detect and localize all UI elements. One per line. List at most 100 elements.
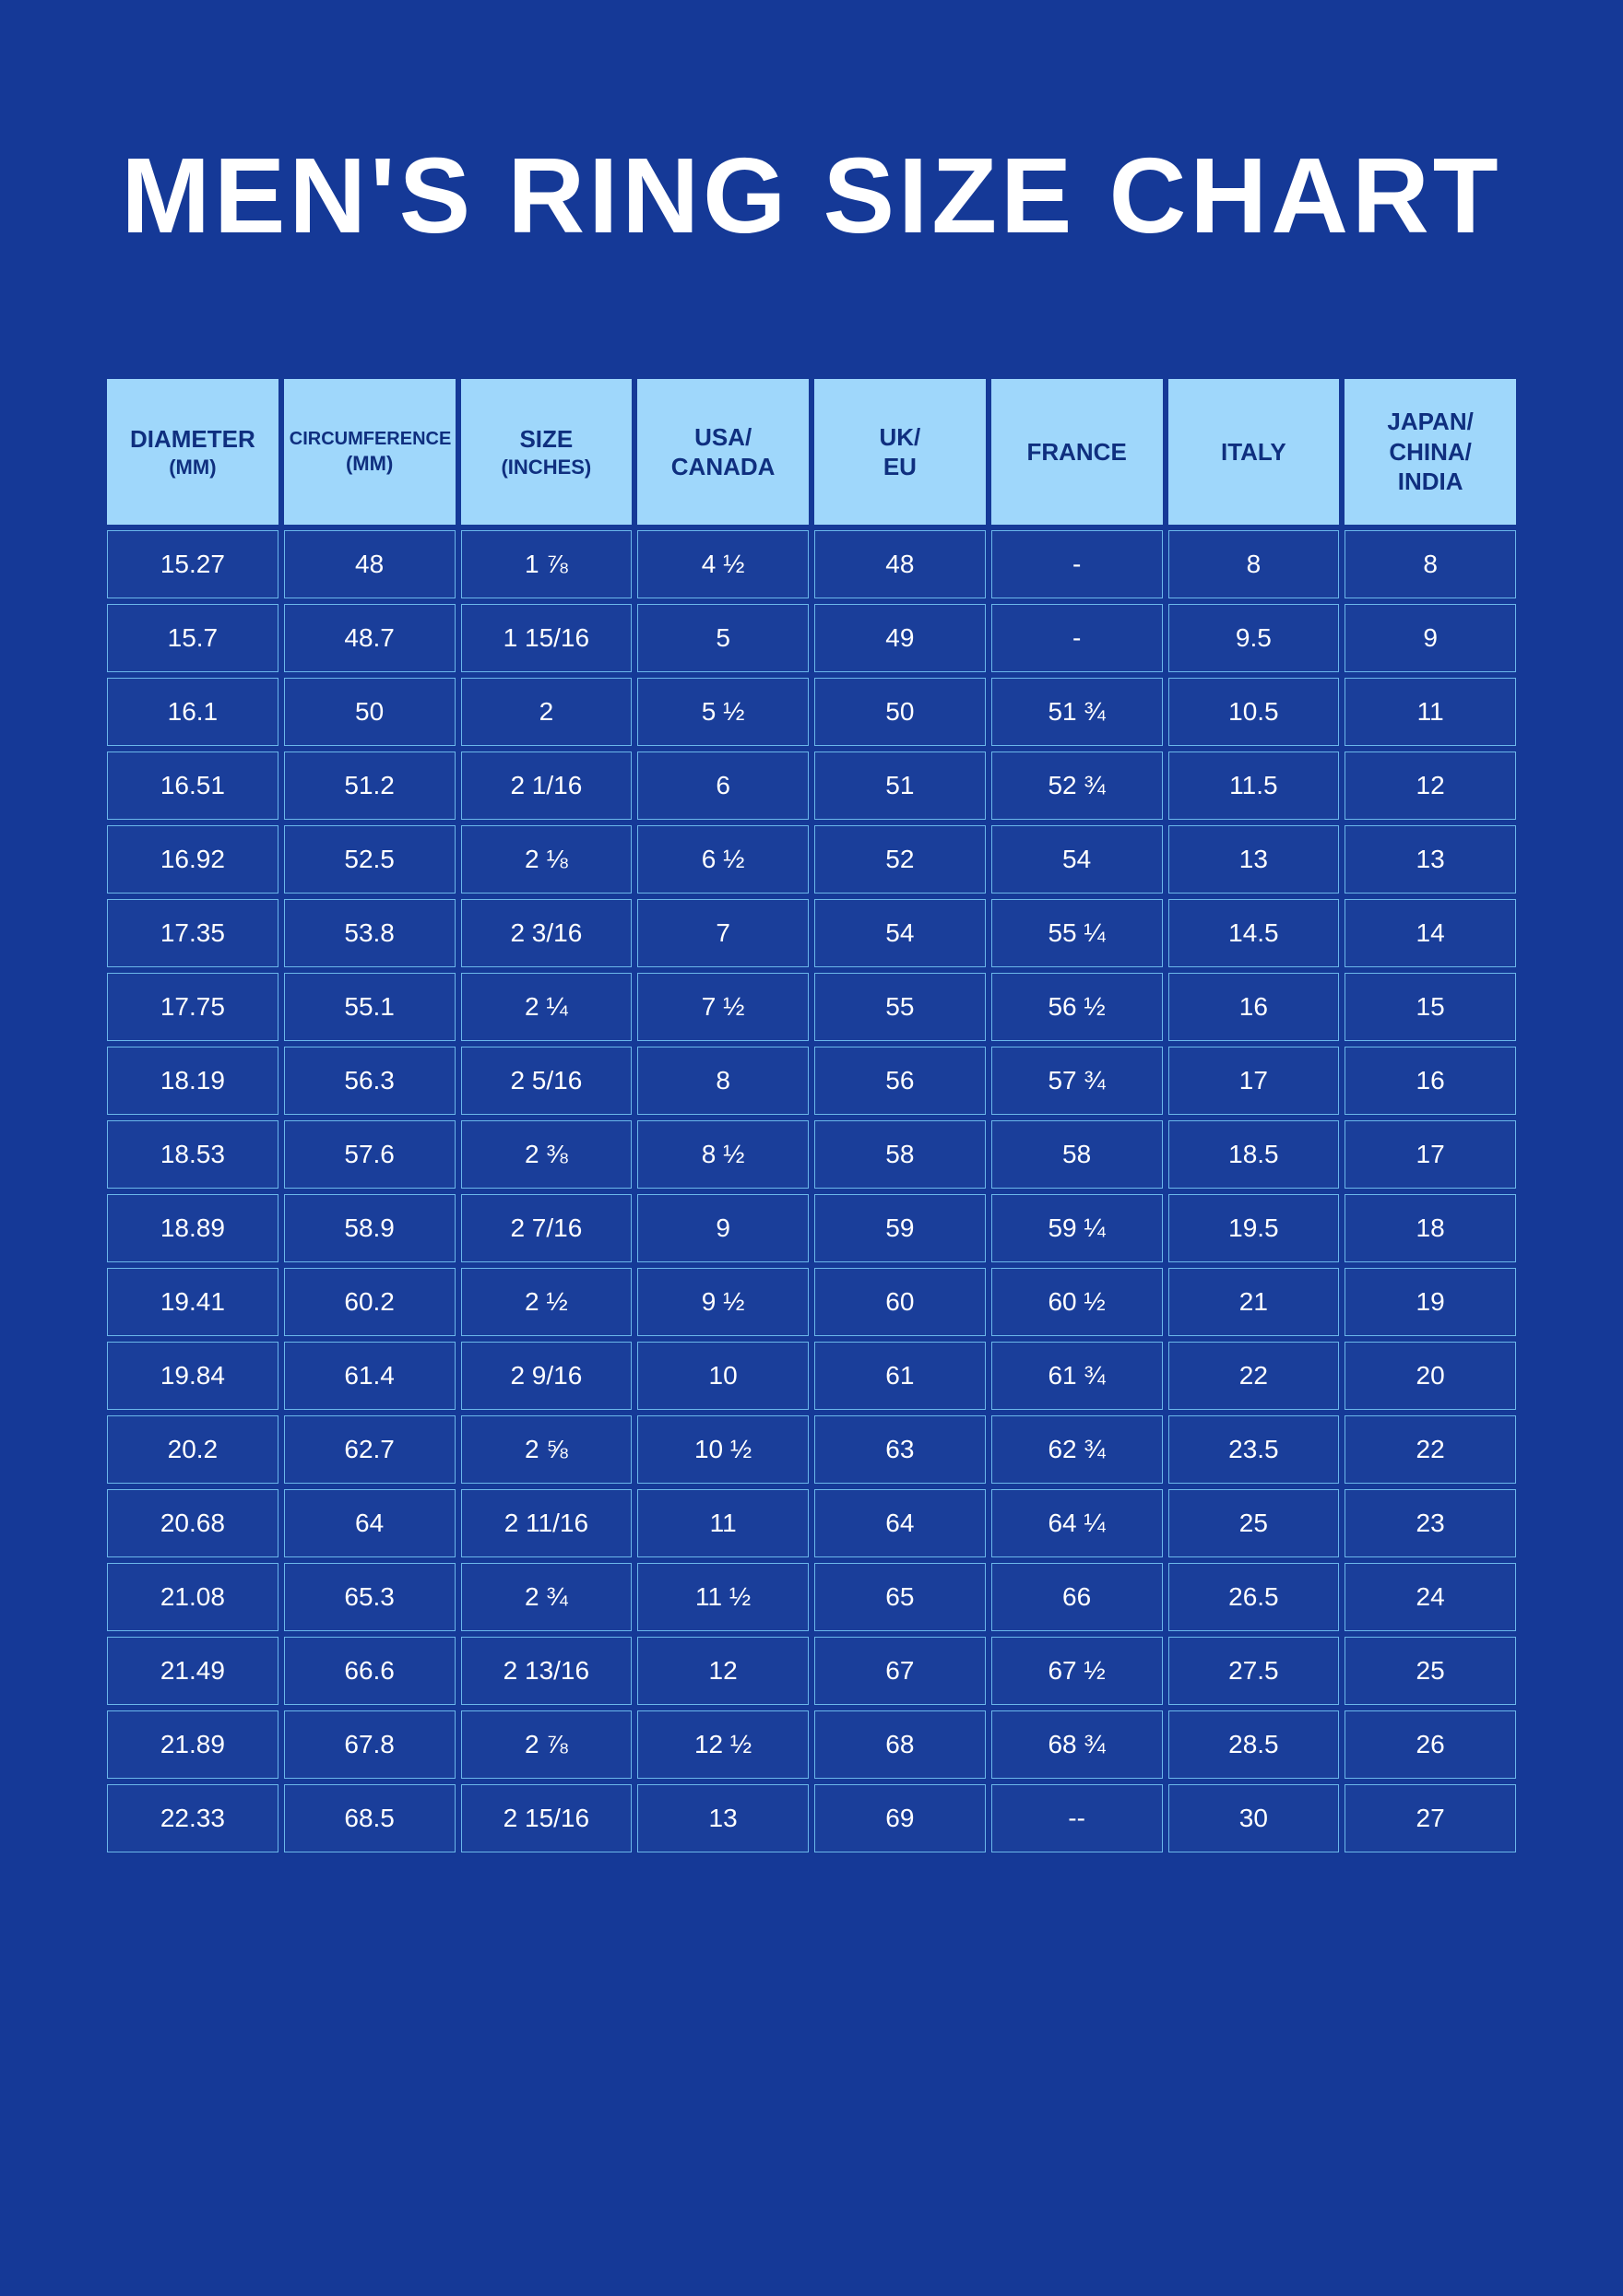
table-cell: 69 <box>814 1784 986 1852</box>
table-row: 20.68642 11/16116464 ¼2523 <box>107 1489 1516 1557</box>
table-cell: -- <box>991 1784 1163 1852</box>
table-cell: 67 ½ <box>991 1637 1163 1705</box>
table-cell: 15.7 <box>107 604 278 672</box>
table-cell: 28.5 <box>1168 1710 1340 1779</box>
table-cell: 65.3 <box>284 1563 456 1631</box>
table-cell: 2 13/16 <box>461 1637 633 1705</box>
table-row: 15.27481 ⅞4 ½48-88 <box>107 530 1516 598</box>
table-cell: 2 15/16 <box>461 1784 633 1852</box>
table-cell: 2 <box>461 678 633 746</box>
table-cell: 12 ½ <box>637 1710 809 1779</box>
table-cell: 2 ¾ <box>461 1563 633 1631</box>
table-cell: 17.75 <box>107 973 278 1041</box>
table-cell: 27.5 <box>1168 1637 1340 1705</box>
table-cell: 14 <box>1345 899 1516 967</box>
table-cell: 52.5 <box>284 825 456 894</box>
table-cell: 13 <box>1168 825 1340 894</box>
table-cell: 16.51 <box>107 752 278 820</box>
column-header: ITALY <box>1168 379 1340 525</box>
table-cell: 55 <box>814 973 986 1041</box>
table-row: 21.8967.82 ⅞12 ½6868 ¾28.526 <box>107 1710 1516 1779</box>
table-cell: 6 ½ <box>637 825 809 894</box>
table-row: 18.1956.32 5/1685657 ¾1716 <box>107 1047 1516 1115</box>
table-cell: 17 <box>1168 1047 1340 1115</box>
table-cell: 19.41 <box>107 1268 278 1336</box>
table-row: 18.5357.62 ⅜8 ½585818.517 <box>107 1120 1516 1189</box>
table-cell: 25 <box>1345 1637 1516 1705</box>
table-cell: 1 15/16 <box>461 604 633 672</box>
table-cell: 55.1 <box>284 973 456 1041</box>
table-cell: 67.8 <box>284 1710 456 1779</box>
table-cell: 61 ¾ <box>991 1342 1163 1410</box>
table-cell: 19.84 <box>107 1342 278 1410</box>
table-cell: 21.89 <box>107 1710 278 1779</box>
table-cell: 48 <box>814 530 986 598</box>
table-cell: 1 ⅞ <box>461 530 633 598</box>
table-row: 16.9252.52 ⅛6 ½52541313 <box>107 825 1516 894</box>
table-cell: 2 ⅛ <box>461 825 633 894</box>
table-cell: 2 3/16 <box>461 899 633 967</box>
table-cell: 52 <box>814 825 986 894</box>
table-cell: 22 <box>1345 1415 1516 1484</box>
table-cell: 2 5/16 <box>461 1047 633 1115</box>
table-cell: 8 <box>1168 530 1340 598</box>
table-body: 15.27481 ⅞4 ½48-8815.748.71 15/16549-9.5… <box>107 530 1516 1852</box>
table-cell: 57 ¾ <box>991 1047 1163 1115</box>
table-cell: 58.9 <box>284 1194 456 1262</box>
table-cell: 16.92 <box>107 825 278 894</box>
table-cell: 10 ½ <box>637 1415 809 1484</box>
table-cell: 51 <box>814 752 986 820</box>
table-cell: 15 <box>1345 973 1516 1041</box>
table-cell: 26 <box>1345 1710 1516 1779</box>
table-cell: 6 <box>637 752 809 820</box>
table-cell: 48.7 <box>284 604 456 672</box>
table-cell: 11.5 <box>1168 752 1340 820</box>
table-cell: 56 <box>814 1047 986 1115</box>
table-cell: 13 <box>637 1784 809 1852</box>
table-cell: 65 <box>814 1563 986 1631</box>
table-cell: 19.5 <box>1168 1194 1340 1262</box>
table-cell: 10 <box>637 1342 809 1410</box>
table-cell: 58 <box>814 1120 986 1189</box>
table-cell: 20.68 <box>107 1489 278 1557</box>
table-cell: 50 <box>814 678 986 746</box>
table-cell: 20.2 <box>107 1415 278 1484</box>
table-cell: 51 ¾ <box>991 678 1163 746</box>
table-cell: 8 <box>637 1047 809 1115</box>
table-row: 19.8461.42 9/16106161 ¾2220 <box>107 1342 1516 1410</box>
table-cell: 62 ¾ <box>991 1415 1163 1484</box>
table-cell: 5 ½ <box>637 678 809 746</box>
table-cell: 2 ⅝ <box>461 1415 633 1484</box>
table-cell: 2 ⅜ <box>461 1120 633 1189</box>
table-cell: 61.4 <box>284 1342 456 1410</box>
table-cell: 56.3 <box>284 1047 456 1115</box>
table-cell: 14.5 <box>1168 899 1340 967</box>
table-cell: 58 <box>991 1120 1163 1189</box>
table-cell: 2 ½ <box>461 1268 633 1336</box>
table-row: 16.15025 ½5051 ¾10.511 <box>107 678 1516 746</box>
table-cell: 68 <box>814 1710 986 1779</box>
table-cell: 63 <box>814 1415 986 1484</box>
table-cell: 55 ¼ <box>991 899 1163 967</box>
table-cell: 53.8 <box>284 899 456 967</box>
table-cell: 22.33 <box>107 1784 278 1852</box>
table-cell: 7 <box>637 899 809 967</box>
table-cell: 15.27 <box>107 530 278 598</box>
table-row: 19.4160.22 ½9 ½6060 ½2119 <box>107 1268 1516 1336</box>
table-cell: 16 <box>1168 973 1340 1041</box>
table-cell: 9 <box>1345 604 1516 672</box>
table-cell: 13 <box>1345 825 1516 894</box>
table-cell: 54 <box>814 899 986 967</box>
size-chart-table: DIAMETER(MM)CIRCUMFERENCE(MM)SIZE(INCHES… <box>101 373 1522 1858</box>
table-cell: 2 ¼ <box>461 973 633 1041</box>
table-cell: 67 <box>814 1637 986 1705</box>
table-cell: 17.35 <box>107 899 278 967</box>
column-header: FRANCE <box>991 379 1163 525</box>
table-cell: 21 <box>1168 1268 1340 1336</box>
table-row: 17.7555.12 ¼7 ½5556 ½1615 <box>107 973 1516 1041</box>
table-cell: 22 <box>1168 1342 1340 1410</box>
table-cell: 11 <box>637 1489 809 1557</box>
table-cell: 23.5 <box>1168 1415 1340 1484</box>
table-cell: - <box>991 604 1163 672</box>
table-cell: 49 <box>814 604 986 672</box>
